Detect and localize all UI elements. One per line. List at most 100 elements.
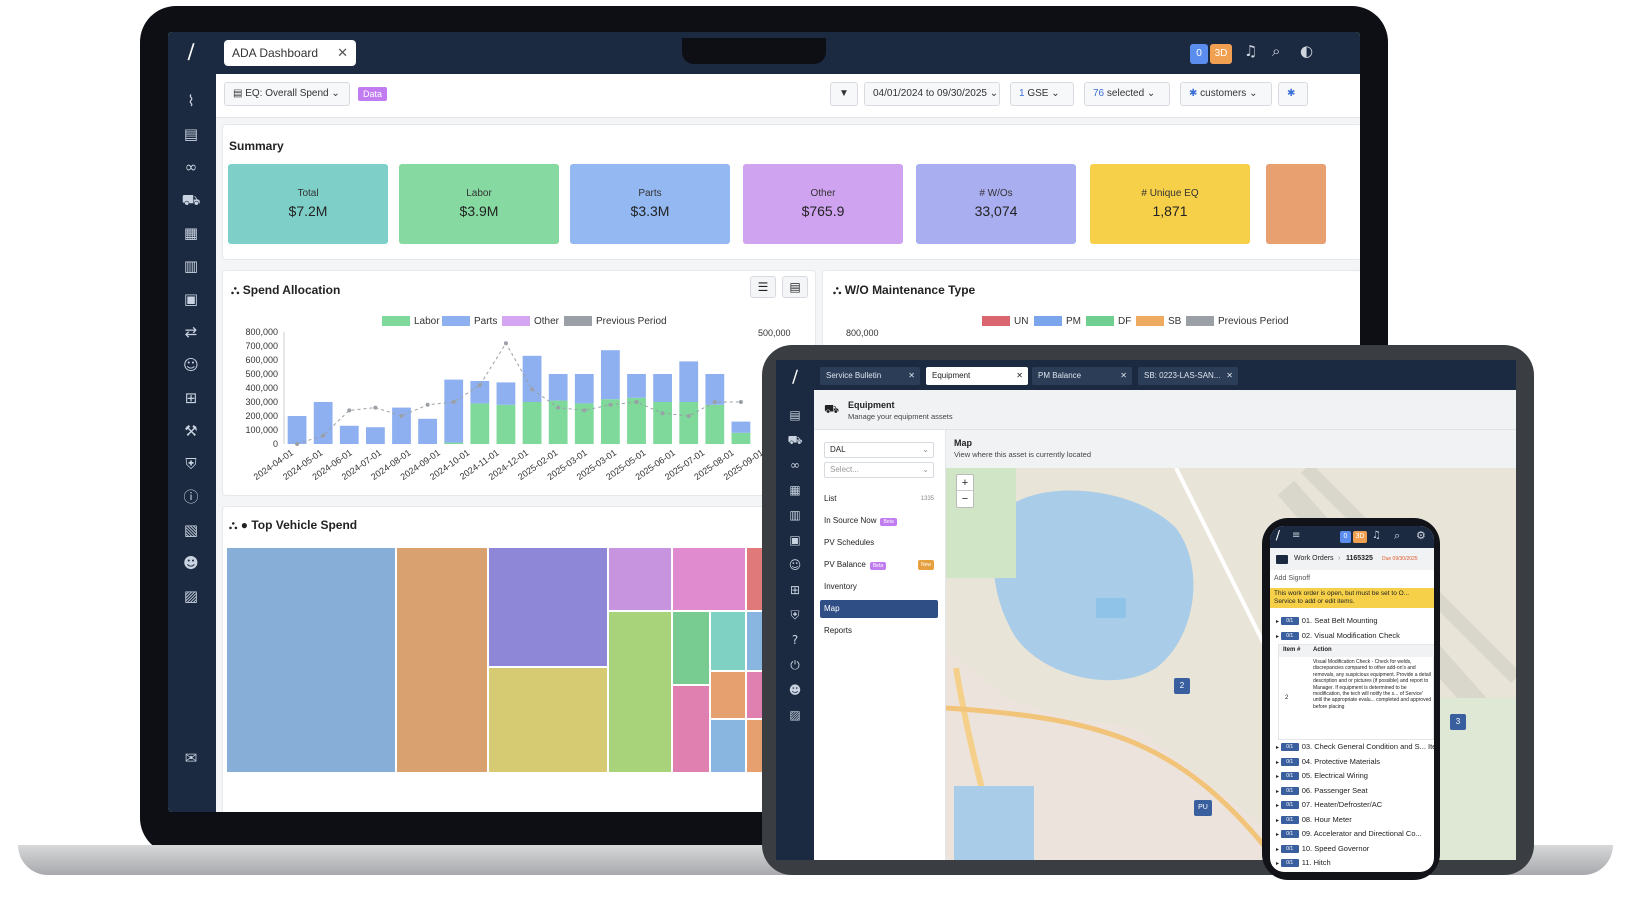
treemap-cell[interactable] (673, 612, 709, 684)
sidebar-item-list[interactable]: List 1335 (820, 490, 938, 508)
tab-close-icon[interactable]: ✕ (1120, 371, 1127, 380)
gear-icon[interactable]: ⚙ (1416, 529, 1426, 542)
chevron-right-icon[interactable]: ▸ (1276, 861, 1281, 867)
tab-service-bulletin[interactable]: Service Bulletin ✕ (820, 367, 920, 385)
tab-close-icon[interactable]: ✕ (1226, 371, 1233, 380)
list-item[interactable]: ▸ 0/1 06. Passenger Seat (1276, 786, 1368, 795)
breadcrumb-root[interactable]: Work Orders (1294, 555, 1334, 562)
list-item[interactable]: ▸ 0/1 11. Hitch (1276, 858, 1331, 868)
tab-close-icon[interactable]: ✕ (1016, 371, 1023, 380)
treemap-cell[interactable] (673, 686, 709, 772)
shield-icon[interactable]: ⛨ (185, 455, 197, 473)
treemap-cell[interactable] (711, 720, 745, 772)
info-icon[interactable]: ⓘ (183, 488, 199, 506)
tab-ada-dashboard[interactable]: ADA Dashboard ✕ (224, 40, 356, 66)
vehicle-icon[interactable]: ⛟ (181, 191, 201, 209)
legend-item[interactable]: DF (1086, 316, 1131, 327)
legend-item[interactable]: SB (1136, 316, 1181, 327)
power-icon[interactable]: ⏻ (790, 658, 800, 672)
list-item[interactable]: ▸ 0/1 08. Hour Meter (1276, 815, 1352, 824)
people-icon[interactable]: ☺ (788, 558, 802, 572)
map-marker[interactable]: 2 (1174, 678, 1190, 694)
file-list-icon[interactable]: ▨ (789, 708, 801, 722)
chat-icon[interactable]: ✉ (184, 749, 198, 767)
chevron-right-icon[interactable]: ▸ (1276, 745, 1281, 751)
boxes-icon[interactable]: ▦ (789, 483, 801, 497)
user-settings-icon[interactable]: ☻ (788, 683, 802, 697)
legend-item[interactable]: UN (982, 316, 1028, 327)
menu-icon[interactable]: ≡ (1292, 530, 1301, 541)
transfer-icon[interactable]: ⇄ (184, 323, 198, 341)
list-item[interactable]: ▸ 0/1 03. Check General Condition and S..… (1276, 742, 1434, 752)
zoom-in-button[interactable]: + (957, 475, 973, 491)
app-logo-icon[interactable]: ⧸ (1276, 529, 1280, 542)
chevron-right-icon[interactable]: ▸ (1276, 634, 1281, 640)
document-icon[interactable]: ▤ (183, 125, 199, 143)
map-marker[interactable]: PU (1194, 800, 1212, 816)
sidebar-item-pv-balance[interactable]: PV Balance Beta New (820, 556, 938, 574)
extra-filter-select[interactable]: ✱ (1278, 82, 1308, 106)
binoculars-icon[interactable]: ∞ (184, 158, 198, 176)
treemap-cell[interactable] (711, 612, 745, 670)
report-icon[interactable]: ▧ (183, 521, 199, 539)
tab-sb[interactable]: SB: 0223-LAS-SAN... ✕ (1138, 367, 1238, 385)
binoculars-icon[interactable]: ∞ (790, 458, 800, 472)
map-marker[interactable]: 3 (1450, 714, 1466, 730)
inventory-icon[interactable]: ▥ (183, 257, 199, 275)
treemap-cell[interactable] (609, 612, 671, 772)
user-settings-icon[interactable]: ☻ (183, 554, 199, 572)
list-item[interactable]: ▸ 0/1 01. Seat Belt Mounting (1276, 616, 1378, 626)
treemap-cell[interactable] (711, 672, 745, 718)
date-range-select[interactable]: 04/01/2024 to 09/30/2025 ⌄ (864, 82, 1000, 106)
sidebar-item-in-source-now[interactable]: In Source Now Beta (820, 512, 938, 530)
profile-icon[interactable]: ◐ (1300, 42, 1314, 60)
chevron-right-icon[interactable]: ▸ (1276, 774, 1281, 780)
list-item[interactable]: ▸ 0/1 07. Heater/Defroster/AC (1276, 800, 1382, 810)
treemap-cell[interactable] (673, 548, 745, 610)
selected-select[interactable]: 76 selected ⌄ (1084, 82, 1170, 106)
boxes-icon[interactable]: ▦ (183, 224, 199, 242)
search-icon[interactable]: ⌕ (1394, 529, 1401, 542)
tab-equipment[interactable]: Equipment ✕ (926, 367, 1028, 385)
chevron-right-icon[interactable]: ▸ (1276, 619, 1281, 625)
file-list-icon[interactable]: ▨ (183, 587, 199, 605)
sidebar-item-pv-schedules[interactable]: PV Schedules (820, 534, 938, 552)
chevron-right-icon[interactable]: ▸ (1276, 803, 1281, 809)
chevron-right-icon[interactable]: ▸ (1276, 846, 1281, 853)
export-button[interactable]: ▤ (782, 276, 808, 298)
gse-select[interactable]: 1 GSE ⌄ (1010, 82, 1074, 106)
sidebar-item-reports[interactable]: Reports (820, 622, 938, 640)
zoom-out-button[interactable]: − (961, 493, 969, 505)
sidebar-item-map[interactable]: Map (820, 600, 938, 618)
sidebar-item-inventory[interactable]: Inventory (820, 578, 938, 596)
app-logo-icon[interactable]: ⧸ (792, 368, 798, 386)
list-item[interactable]: ▸ 0/1 10. Speed Governor (1276, 844, 1369, 853)
legend-item[interactable]: Previous Period (564, 316, 667, 327)
inventory-icon[interactable]: ▥ (789, 508, 801, 522)
bell-icon[interactable]: ♫ (1244, 42, 1258, 60)
toolbox-icon[interactable]: ⊞ (184, 389, 198, 407)
secondary-select[interactable]: Select... ⌄ (824, 462, 934, 478)
legend-item[interactable]: Previous Period (1186, 316, 1289, 327)
chevron-right-icon[interactable]: ▸ (1276, 817, 1281, 824)
list-view-button[interactable]: ☰ (750, 276, 776, 298)
people-icon[interactable]: ☺ (183, 356, 199, 374)
list-item[interactable]: ▸ 0/1 09. Accelerator and Directional Co.… (1276, 829, 1422, 839)
treemap-cell[interactable] (489, 668, 607, 772)
tab-close-icon[interactable]: ✕ (337, 45, 348, 60)
toolbox-icon[interactable]: ⊞ (789, 583, 801, 597)
list-item[interactable]: ▸ 0/1 02. Visual Modification Check (1276, 631, 1400, 641)
location-select[interactable]: DAL ⌄ (824, 442, 934, 458)
list-item[interactable]: ▸ 0/1 04. Protective Materials (1276, 757, 1380, 766)
chevron-right-icon[interactable]: ▸ (1276, 832, 1281, 838)
treemap-cell[interactable] (609, 548, 671, 610)
report-select[interactable]: ▤ EQ: Overall Spend ⌄ (224, 82, 350, 106)
line-chart-icon[interactable]: ⌇ (187, 92, 195, 110)
treemap-cell[interactable] (397, 548, 487, 772)
legend-item[interactable]: PM (1034, 316, 1081, 327)
vehicle-icon[interactable]: ⛟ (787, 433, 803, 447)
app-logo-icon[interactable]: ⧸ (187, 42, 195, 63)
notification-badge-blue[interactable]: 0 (1340, 531, 1351, 543)
tab-pm-balance[interactable]: PM Balance ✕ (1032, 367, 1132, 385)
wrench-icon[interactable]: ⚒ (184, 422, 198, 440)
